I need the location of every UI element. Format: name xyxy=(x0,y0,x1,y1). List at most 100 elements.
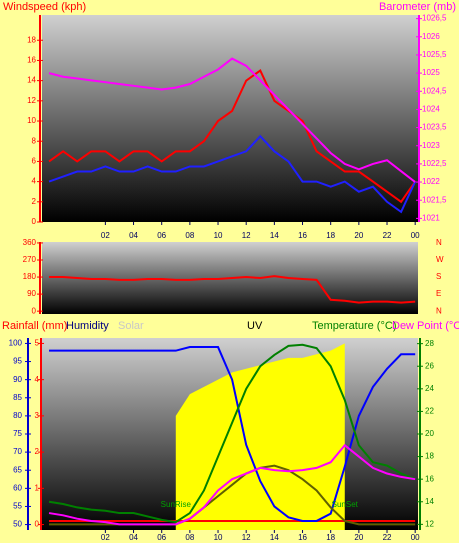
y2-tick-label: 12 xyxy=(425,519,434,528)
series-heading: Humidity xyxy=(66,320,109,332)
y2-tick-label: S xyxy=(436,272,441,281)
y-tick-label: 70 xyxy=(13,447,22,456)
series-heading: UV xyxy=(247,320,263,332)
line xyxy=(48,57,416,183)
y-tick-label: 12 xyxy=(27,96,36,105)
y2-tick-label: 24 xyxy=(425,384,434,393)
y2-tick-label: 1023,5 xyxy=(422,123,447,132)
x-tick-label: 20 xyxy=(354,533,363,542)
y3-tick-label: 2 xyxy=(35,447,40,456)
y3-tick-label: 5 xyxy=(35,339,40,348)
line xyxy=(48,443,416,526)
y-tick-label: 50 xyxy=(13,520,22,529)
x-tick-label: 04 xyxy=(129,231,138,240)
y-tick-label: 18 xyxy=(27,35,36,44)
x-tick-label: 16 xyxy=(298,231,307,240)
x-tick-label: 14 xyxy=(270,533,279,542)
x-tick-label: 00 xyxy=(411,231,420,240)
x-tick-label: 22 xyxy=(383,231,392,240)
y2-tick-label: 26 xyxy=(425,361,434,370)
line xyxy=(49,275,416,304)
y-tick-label: 180 xyxy=(23,272,37,281)
y-tick-label: 8 xyxy=(32,136,37,145)
y2-tick-label: 22 xyxy=(425,407,434,416)
y3-tick-label: 4 xyxy=(35,375,40,384)
y2-axis-title: Barometer (mb) xyxy=(379,1,456,13)
y2-tick-label: 1026,5 xyxy=(422,14,447,23)
x-tick-label: 04 xyxy=(129,533,138,542)
y-tick-label: 4 xyxy=(32,177,37,186)
y-tick-label: 16 xyxy=(27,56,36,65)
y-axis-title: Windspeed (kph) xyxy=(3,1,86,13)
y2-tick-label: N xyxy=(436,238,442,247)
y-tick-label: 65 xyxy=(13,465,22,474)
y-tick-label: 90 xyxy=(13,375,22,384)
x-tick-label: 12 xyxy=(242,533,251,542)
y2-tick-label: 1024,5 xyxy=(422,86,447,95)
y2-tick-label: 18 xyxy=(425,452,434,461)
x-tick-label: 22 xyxy=(383,533,392,542)
y2-tick-label: 1021 xyxy=(422,213,440,222)
y-tick-label: 100 xyxy=(9,339,23,348)
x-tick-label: 16 xyxy=(298,533,307,542)
series-heading: Rainfall (mm) xyxy=(2,320,67,332)
series-heading: Temperature (°C) xyxy=(312,320,396,332)
y2-tick-label: E xyxy=(436,289,441,298)
y3-tick-label: 3 xyxy=(35,411,40,420)
line xyxy=(48,134,417,214)
line xyxy=(48,69,417,204)
annotation: SunSet xyxy=(332,500,359,509)
y-tick-label: 2 xyxy=(32,197,37,206)
y2-tick-label: 1026 xyxy=(422,32,440,41)
y-tick-label: 85 xyxy=(13,393,22,402)
y-tick-label: 0 xyxy=(32,306,37,315)
y2-tick-label: 1022,5 xyxy=(422,159,447,168)
y2-tick-label: N xyxy=(436,306,442,315)
x-tick-label: 20 xyxy=(354,231,363,240)
x-tick-label: 02 xyxy=(101,231,110,240)
y3-tick-label: 0 xyxy=(35,520,40,529)
y-tick-label: 10 xyxy=(27,116,36,125)
x-tick-label: 06 xyxy=(157,533,166,542)
y-tick-label: 6 xyxy=(32,157,37,166)
x-tick-label: 18 xyxy=(326,231,335,240)
y-tick-label: 80 xyxy=(13,411,22,420)
series-heading: Solar xyxy=(118,320,144,332)
y2-tick-label: 1023 xyxy=(422,141,440,150)
y2-tick-label: 1022 xyxy=(422,177,440,186)
x-tick-label: 10 xyxy=(214,533,223,542)
x-tick-label: 08 xyxy=(185,231,194,240)
line xyxy=(48,343,416,524)
y-tick-label: 0 xyxy=(32,217,37,226)
y-tick-label: 60 xyxy=(13,483,22,492)
y-tick-label: 90 xyxy=(27,289,36,298)
y3-tick-label: 1 xyxy=(35,483,40,492)
y2-tick-label: W xyxy=(436,255,444,264)
x-tick-label: 08 xyxy=(185,533,194,542)
x-tick-label: 12 xyxy=(242,231,251,240)
y-tick-label: 360 xyxy=(23,238,37,247)
y2-tick-label: 1021,5 xyxy=(422,195,447,204)
x-tick-label: 02 xyxy=(101,533,110,542)
x-tick-label: 18 xyxy=(326,533,335,542)
line xyxy=(49,464,416,526)
y-tick-label: 14 xyxy=(27,76,36,85)
y-tick-label: 270 xyxy=(23,255,37,264)
plot-area xyxy=(42,15,418,222)
annotation: SunRise xyxy=(161,500,192,509)
y-tick-label: 55 xyxy=(13,502,22,511)
y-tick-label: 75 xyxy=(13,429,22,438)
area xyxy=(175,343,345,530)
y2-tick-label: 1024 xyxy=(422,105,440,114)
x-tick-label: 10 xyxy=(214,231,223,240)
y2-tick-label: 14 xyxy=(425,497,434,506)
y-tick-label: 95 xyxy=(13,357,22,366)
x-tick-label: 06 xyxy=(157,231,166,240)
y2-tick-label: 1025,5 xyxy=(422,50,447,59)
series-heading: Dew Point (°C) xyxy=(392,320,459,332)
x-tick-label: 14 xyxy=(270,231,279,240)
y2-tick-label: 20 xyxy=(425,429,434,438)
x-tick-label: 00 xyxy=(411,533,420,542)
y2-tick-label: 16 xyxy=(425,474,434,483)
